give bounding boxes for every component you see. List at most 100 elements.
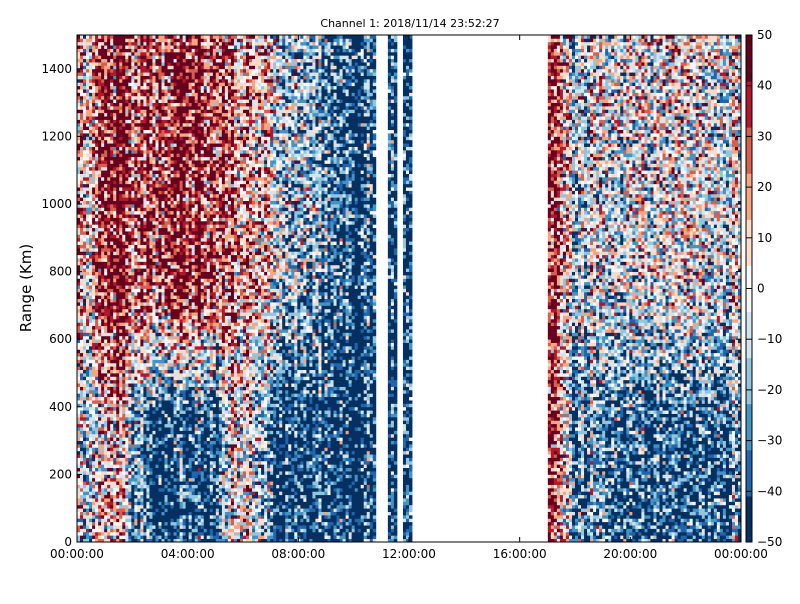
heatmap-cell xyxy=(95,136,98,140)
heatmap-cell xyxy=(162,285,165,289)
heatmap-cell xyxy=(168,471,171,475)
heatmap-cell xyxy=(155,218,158,222)
heatmap-cell xyxy=(152,143,155,147)
heatmap-cell xyxy=(98,55,101,59)
heatmap-cell xyxy=(165,522,168,526)
heatmap-cell xyxy=(95,403,98,407)
heatmap-cell xyxy=(101,380,104,384)
heatmap-cell xyxy=(174,474,177,478)
heatmap-cell xyxy=(146,356,149,360)
heatmap-cell xyxy=(155,224,158,228)
heatmap-cell xyxy=(89,282,92,286)
heatmap-cell xyxy=(119,38,122,42)
heatmap-cell xyxy=(174,153,177,157)
heatmap-cell xyxy=(174,35,177,39)
heatmap-cell xyxy=(83,332,86,336)
heatmap-cell xyxy=(83,488,86,492)
heatmap-cell xyxy=(162,224,165,228)
heatmap-cell xyxy=(110,312,113,316)
heatmap-cell xyxy=(101,528,104,532)
heatmap-cell xyxy=(125,201,128,205)
heatmap-cell xyxy=(171,528,174,532)
heatmap-cell xyxy=(104,285,107,289)
heatmap-cell xyxy=(168,417,171,421)
heatmap-cell xyxy=(125,525,128,529)
heatmap-cell xyxy=(165,518,168,522)
heatmap-cell xyxy=(104,532,107,536)
heatmap-cell xyxy=(77,370,80,374)
heatmap-cell xyxy=(152,319,155,323)
heatmap-cell xyxy=(155,478,158,482)
heatmap-cell xyxy=(119,390,122,394)
heatmap-cell xyxy=(113,437,116,441)
heatmap-cell xyxy=(110,346,113,350)
heatmap-cell xyxy=(131,349,134,353)
heatmap-cell xyxy=(152,518,155,522)
heatmap-cell xyxy=(116,245,119,249)
heatmap-cell xyxy=(168,403,171,407)
heatmap-cell xyxy=(80,532,83,536)
heatmap-cell xyxy=(168,275,171,279)
heatmap-cell xyxy=(92,69,95,73)
heatmap-cell xyxy=(137,214,140,218)
heatmap-cell xyxy=(110,180,113,184)
heatmap-cell xyxy=(122,366,125,370)
heatmap-cell xyxy=(137,434,140,438)
heatmap-cell xyxy=(92,393,95,397)
heatmap-cell xyxy=(119,197,122,201)
heatmap-cell xyxy=(177,410,180,414)
heatmap-cell xyxy=(80,76,83,80)
heatmap-cell xyxy=(152,160,155,164)
heatmap-cell xyxy=(125,535,128,539)
heatmap-cell xyxy=(152,498,155,502)
heatmap-cell xyxy=(146,103,149,107)
heatmap-cell xyxy=(95,59,98,63)
heatmap-cell xyxy=(89,184,92,188)
heatmap-cell xyxy=(158,376,161,380)
heatmap-cell xyxy=(143,403,146,407)
heatmap-cell xyxy=(134,458,137,462)
heatmap-cell xyxy=(101,518,104,522)
heatmap-cell xyxy=(119,123,122,127)
heatmap-cell xyxy=(83,245,86,249)
heatmap-cell xyxy=(158,282,161,286)
heatmap-cell xyxy=(110,332,113,336)
heatmap-cell xyxy=(140,393,143,397)
heatmap-cell xyxy=(137,353,140,357)
heatmap-cell xyxy=(86,359,89,363)
heatmap-cell xyxy=(110,292,113,296)
heatmap-cell xyxy=(98,221,101,225)
heatmap-cell xyxy=(168,177,171,181)
heatmap-cell xyxy=(107,174,110,178)
heatmap-cell xyxy=(122,471,125,475)
heatmap-cell xyxy=(146,116,149,120)
heatmap-cell xyxy=(137,447,140,451)
heatmap-cell xyxy=(152,69,155,73)
heatmap-cell xyxy=(80,430,83,434)
heatmap-cell xyxy=(158,218,161,222)
heatmap-cell xyxy=(107,417,110,421)
heatmap-cell xyxy=(155,211,158,215)
heatmap-cell xyxy=(107,255,110,259)
heatmap-cell xyxy=(140,468,143,472)
heatmap-cell xyxy=(83,45,86,49)
heatmap-cell xyxy=(137,130,140,134)
heatmap-cell xyxy=(131,376,134,380)
heatmap-cell xyxy=(113,417,116,421)
heatmap-cell xyxy=(89,447,92,451)
heatmap-cell xyxy=(86,86,89,90)
heatmap-cell xyxy=(149,353,152,357)
heatmap-cell xyxy=(113,120,116,124)
heatmap-cell xyxy=(92,96,95,100)
heatmap-cell xyxy=(125,133,128,137)
heatmap-cell xyxy=(98,136,101,140)
heatmap-cell xyxy=(158,397,161,401)
heatmap-cell xyxy=(95,400,98,404)
heatmap-cell xyxy=(104,109,107,113)
heatmap-cell xyxy=(122,258,125,262)
heatmap-cell xyxy=(137,187,140,191)
heatmap-cell xyxy=(107,49,110,53)
heatmap-cell xyxy=(158,120,161,124)
heatmap-cell xyxy=(92,174,95,178)
heatmap-cell xyxy=(89,299,92,303)
